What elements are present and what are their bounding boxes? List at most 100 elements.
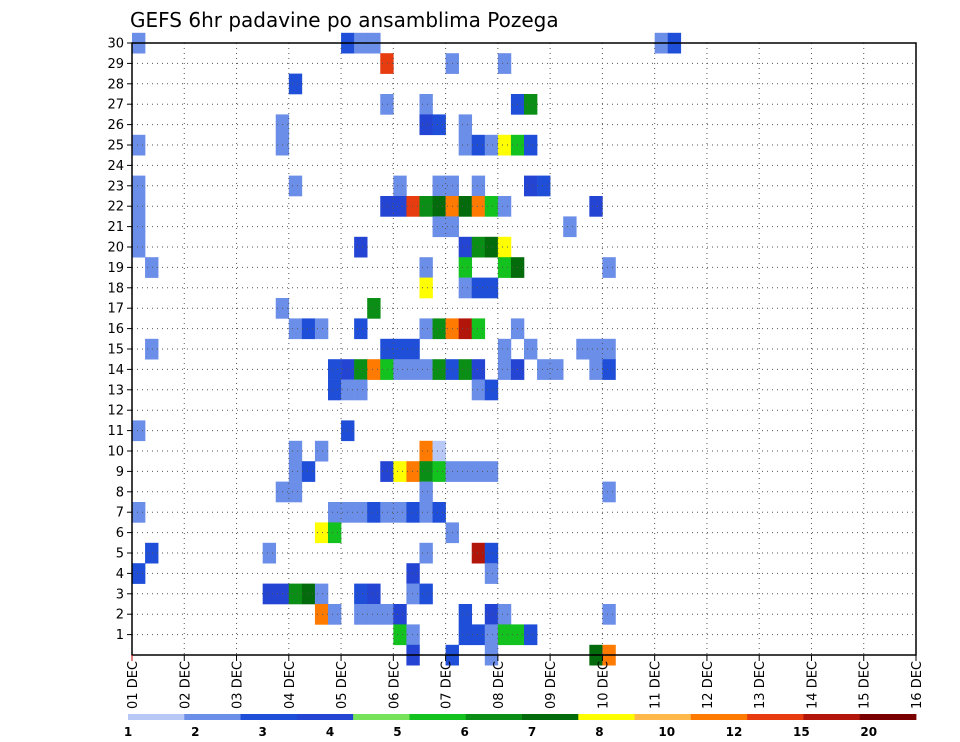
- y-tick-label: 17: [107, 302, 124, 317]
- colorbar-swatch: [578, 714, 635, 720]
- heatmap-cell: [380, 359, 394, 380]
- heatmap-cell: [393, 624, 407, 646]
- heatmap-cell: [471, 542, 486, 564]
- y-tick-label: 18: [107, 281, 124, 296]
- heatmap-cell: [367, 298, 381, 319]
- x-tick-label: 11 DEC: [649, 661, 664, 709]
- heatmap-cell: [589, 196, 603, 217]
- colorbar-swatch: [522, 714, 579, 720]
- heatmap-cell: [524, 175, 538, 197]
- y-tick-label: 12: [107, 404, 124, 419]
- heatmap-cell: [132, 502, 146, 523]
- colorbar-swatch: [184, 714, 241, 720]
- heatmap-cell: [497, 359, 512, 380]
- heatmap-cell: [524, 624, 538, 646]
- heatmap-cell: [288, 440, 303, 462]
- heatmap-cell: [602, 604, 616, 625]
- colorbar-label: 8: [595, 725, 603, 739]
- heatmap-cell: [328, 502, 342, 523]
- x-tick-label: 05 DEC: [335, 661, 350, 709]
- x-tick-label: 16 DEC: [910, 661, 925, 709]
- y-tick-label: 15: [107, 343, 124, 358]
- x-tick-label: 06 DEC: [387, 661, 402, 709]
- y-tick-label: 20: [107, 241, 124, 256]
- heatmap-cell: [497, 53, 512, 74]
- x-tick-label: 14 DEC: [806, 661, 821, 709]
- y-tick-label: 1: [116, 628, 124, 643]
- heatmap-cell: [471, 236, 486, 258]
- y-tick-label: 19: [107, 261, 124, 276]
- heatmap-cell: [419, 277, 433, 299]
- heatmap-cell: [458, 461, 473, 482]
- y-axis: 1234567891011121314151617181920212223242…: [107, 37, 132, 643]
- heatmap-cell: [471, 461, 486, 482]
- colorbar-swatch: [240, 714, 298, 720]
- heatmap-cell: [288, 481, 303, 503]
- x-tick-label: 04 DEC: [283, 661, 298, 709]
- heatmap-cell: [393, 196, 407, 217]
- heatmap-cell: [314, 318, 329, 340]
- heatmap-cell: [314, 583, 329, 605]
- heatmap-cell: [484, 196, 499, 217]
- heatmap-cell: [484, 379, 499, 401]
- heatmap-cell: [497, 338, 512, 360]
- heatmap-cell: [497, 134, 512, 156]
- heatmap-cell: [419, 196, 433, 217]
- heatmap-cell: [419, 502, 433, 523]
- heatmap-cell: [288, 461, 303, 482]
- heatmap-cell: [484, 542, 499, 564]
- colorbar-label: 12: [726, 725, 743, 739]
- heatmap-cell: [393, 502, 407, 523]
- heatmap-cell: [328, 604, 342, 625]
- heatmap-cell: [524, 94, 538, 115]
- x-tick-label: 08 DEC: [492, 661, 507, 709]
- heatmap-cell: [354, 236, 368, 258]
- colorbar-label: 15: [793, 725, 810, 739]
- heatmap-cell: [354, 359, 368, 380]
- x-tick-label: 07 DEC: [440, 661, 455, 709]
- heatmap-cell: [288, 583, 303, 605]
- heatmap-cell: [602, 338, 616, 360]
- heatmap-cell: [393, 359, 407, 380]
- heatmap-cell: [380, 53, 394, 74]
- heatmap-cell: [602, 359, 616, 380]
- heatmap-cell: [602, 257, 616, 278]
- heatmap-cell: [354, 318, 368, 340]
- heatmap-cell: [354, 604, 368, 625]
- heatmap-cell: [367, 502, 381, 523]
- heatmap-cell: [132, 175, 146, 197]
- heatmap-cell: [432, 216, 446, 238]
- heatmap-cell: [484, 236, 499, 258]
- heatmap-cell: [419, 257, 433, 278]
- heatmap-cell: [419, 359, 433, 380]
- y-tick-label: 4: [116, 567, 124, 582]
- heatmap-cell: [524, 134, 538, 156]
- heatmap-cell: [471, 379, 486, 401]
- heatmap-cell: [432, 461, 446, 482]
- y-tick-label: 3: [116, 587, 124, 602]
- colorbar-legend: 1 2 3 4 5 6 7 8 10 12 15 20: [124, 714, 917, 739]
- heatmap-cell: [432, 440, 446, 462]
- heatmap-cell: [406, 563, 420, 584]
- heatmap-cell: [393, 338, 407, 360]
- y-tick-label: 2: [116, 608, 124, 623]
- heatmap-cell: [484, 624, 499, 646]
- heatmap-cell: [432, 196, 446, 217]
- heatmap-cell: [406, 583, 420, 605]
- y-tick-label: 14: [107, 363, 124, 378]
- heatmap-cell: [406, 359, 420, 380]
- heatmap-cell: [314, 440, 329, 462]
- y-tick-label: 8: [116, 485, 124, 500]
- heatmap-cell: [301, 583, 316, 605]
- colorbar-swatch: [690, 714, 748, 720]
- heatmap-cell: [471, 196, 486, 217]
- heatmap-cell: [262, 542, 277, 564]
- heatmap-cell: [406, 461, 420, 482]
- heatmap-cell: [314, 522, 329, 544]
- heatmap-cell: [471, 277, 486, 299]
- heatmap-cell: [380, 502, 394, 523]
- heatmap-cell: [432, 114, 446, 136]
- heatmap-cell: [458, 624, 473, 646]
- heatmap-cell: [432, 175, 446, 197]
- heatmap-cell: [132, 236, 146, 258]
